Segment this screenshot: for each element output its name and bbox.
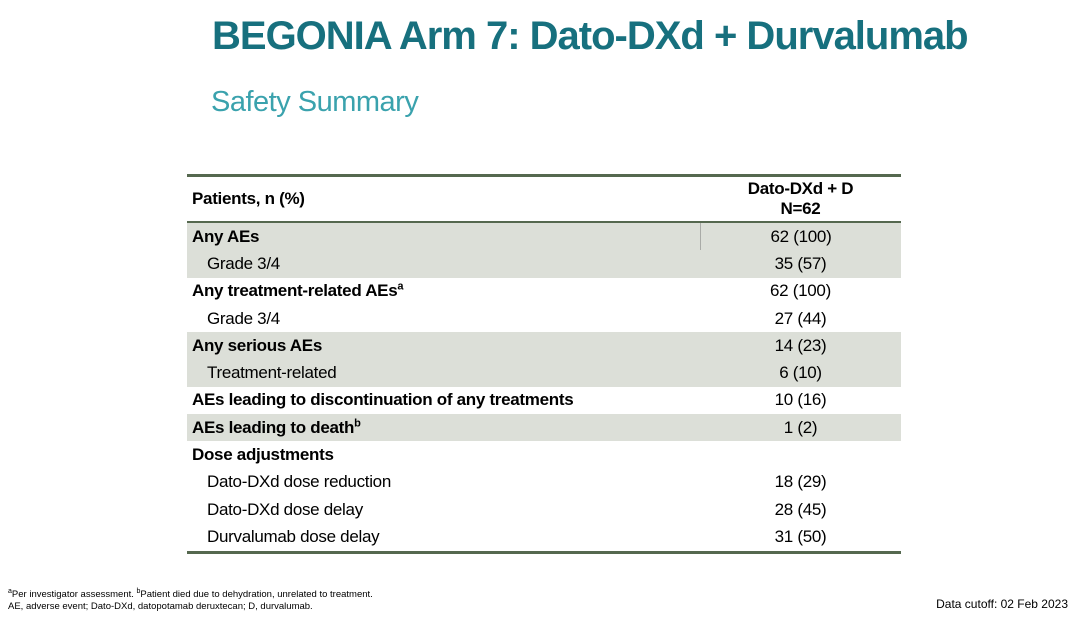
row-value: 14 (23) xyxy=(774,335,827,355)
row-label: Any AEs xyxy=(192,226,260,246)
table-row-datodxd-dose-delay: Dato-DXd dose delay 28 (45) xyxy=(187,496,901,523)
table-row-discontinuation: AEs leading to discontinuation of any tr… xyxy=(187,387,901,414)
table-row-grade34-trae: Grade 3/4 27 (44) xyxy=(187,305,901,332)
table-row-death: AEs leading to deathb 1 (2) xyxy=(187,414,901,442)
table-row-grade34-any: Grade 3/4 35 (57) xyxy=(187,250,901,278)
row-label: Grade 3/4 xyxy=(207,253,280,273)
table-row-dose-adjustments: Dose adjustments xyxy=(187,441,901,468)
row-label: AEs leading to deathb xyxy=(192,417,361,437)
column-header-arm: Dato-DXd + D N=62 xyxy=(700,177,901,221)
column-header-arm-n: N=62 xyxy=(780,199,821,218)
row-label: Durvalumab dose delay xyxy=(207,526,380,546)
data-cutoff-label: Data cutoff: 02 Feb 2023 xyxy=(936,597,1068,611)
footnotes: aPer investigator assessment. bPatient d… xyxy=(8,587,373,613)
footnote-line-1: aPer investigator assessment. bPatient d… xyxy=(8,587,373,600)
row-value: 62 (100) xyxy=(770,281,831,301)
row-value: 62 (100) xyxy=(700,223,901,251)
column-header-arm-name: Dato-DXd + D xyxy=(747,179,854,198)
table-row-dose-reduction: Dato-DXd dose reduction 18 (29) xyxy=(187,469,901,496)
table-row-serious-treatment-related: Treatment-related 6 (10) xyxy=(187,359,901,387)
table-header-row: Patients, n (%) Dato-DXd + D N=62 xyxy=(187,177,901,223)
table-row-treatment-related-aes: Any treatment-related AEsa 62 (100) xyxy=(187,278,901,305)
row-value: 1 (2) xyxy=(783,417,818,437)
row-value: 27 (44) xyxy=(774,308,827,328)
row-value: 28 (45) xyxy=(774,499,827,519)
row-label: Any serious AEs xyxy=(192,335,322,355)
row-label: Dose adjustments xyxy=(192,445,334,465)
row-label: Grade 3/4 xyxy=(207,308,280,328)
row-label: Any treatment-related AEsa xyxy=(192,280,404,301)
row-label: Dato-DXd dose reduction xyxy=(207,472,391,492)
slide-subtitle: Safety Summary xyxy=(211,86,419,118)
slide-title: BEGONIA Arm 7: Dato-DXd + Durvalumab xyxy=(212,14,969,58)
row-value: 31 (50) xyxy=(774,526,827,546)
table-row-durvalumab-dose-delay: Durvalumab dose delay 31 (50) xyxy=(187,523,901,550)
row-value: 10 (16) xyxy=(774,390,827,410)
row-label: AEs leading to discontinuation of any tr… xyxy=(192,390,574,410)
row-value: 35 (57) xyxy=(774,253,827,273)
column-header-patients: Patients, n (%) xyxy=(192,189,305,208)
table-row-serious-aes: Any serious AEs 14 (23) xyxy=(187,332,901,360)
safety-summary-table: Patients, n (%) Dato-DXd + D N=62 Any AE… xyxy=(187,174,901,554)
row-value: 6 (10) xyxy=(779,363,822,383)
row-value: 18 (29) xyxy=(774,472,827,492)
row-label: Dato-DXd dose delay xyxy=(207,499,363,519)
table-row-any-aes: Any AEs 62 (100) xyxy=(187,223,901,251)
row-label: Treatment-related xyxy=(207,363,337,383)
footnote-line-2: AE, adverse event; Dato-DXd, datopotamab… xyxy=(8,601,313,612)
